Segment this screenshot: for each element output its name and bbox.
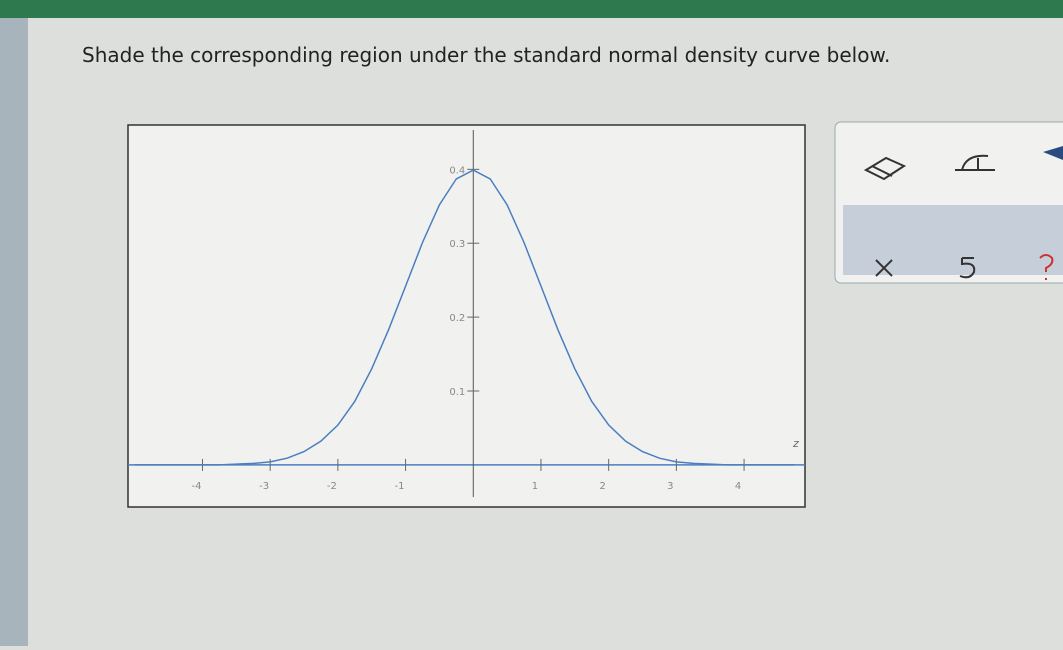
graph-frame bbox=[127, 124, 806, 508]
x-tick-label: -1 bbox=[395, 481, 405, 492]
toolbar bbox=[834, 121, 1063, 284]
y-tick-label: 0.4 bbox=[449, 165, 465, 176]
undo-icon[interactable] bbox=[959, 257, 976, 279]
x-tick-label: -3 bbox=[259, 481, 269, 492]
x-tick-label: 2 bbox=[599, 481, 605, 492]
x-tick-label: 3 bbox=[667, 481, 673, 492]
clear-icon[interactable] bbox=[875, 259, 893, 277]
toolbar-actions bbox=[843, 205, 1063, 275]
x-axis-label: z bbox=[792, 437, 799, 450]
density-curve bbox=[134, 169, 795, 466]
top-bar bbox=[0, 0, 1063, 18]
y-tick-label: 0.3 bbox=[449, 239, 465, 250]
y-tick-label: 0.2 bbox=[449, 313, 465, 324]
region-icon[interactable] bbox=[955, 154, 995, 171]
eraser-icon[interactable] bbox=[863, 156, 907, 181]
graph[interactable]: z -4 -3 -2 -1 1 2 3 4 0.1 0.2 0.3 0.4 bbox=[127, 124, 806, 508]
left-edge bbox=[0, 18, 28, 646]
y-tick-label: 0.1 bbox=[449, 387, 465, 398]
tool-icon[interactable] bbox=[1043, 146, 1063, 160]
x-tick-label: -4 bbox=[191, 481, 201, 492]
x-tick-label: -2 bbox=[327, 481, 337, 492]
help-icon[interactable] bbox=[1039, 254, 1054, 280]
x-tick-label: 4 bbox=[735, 481, 741, 492]
instruction: Shade the corresponding region under the… bbox=[82, 43, 890, 67]
x-tick-label: 1 bbox=[532, 481, 538, 492]
